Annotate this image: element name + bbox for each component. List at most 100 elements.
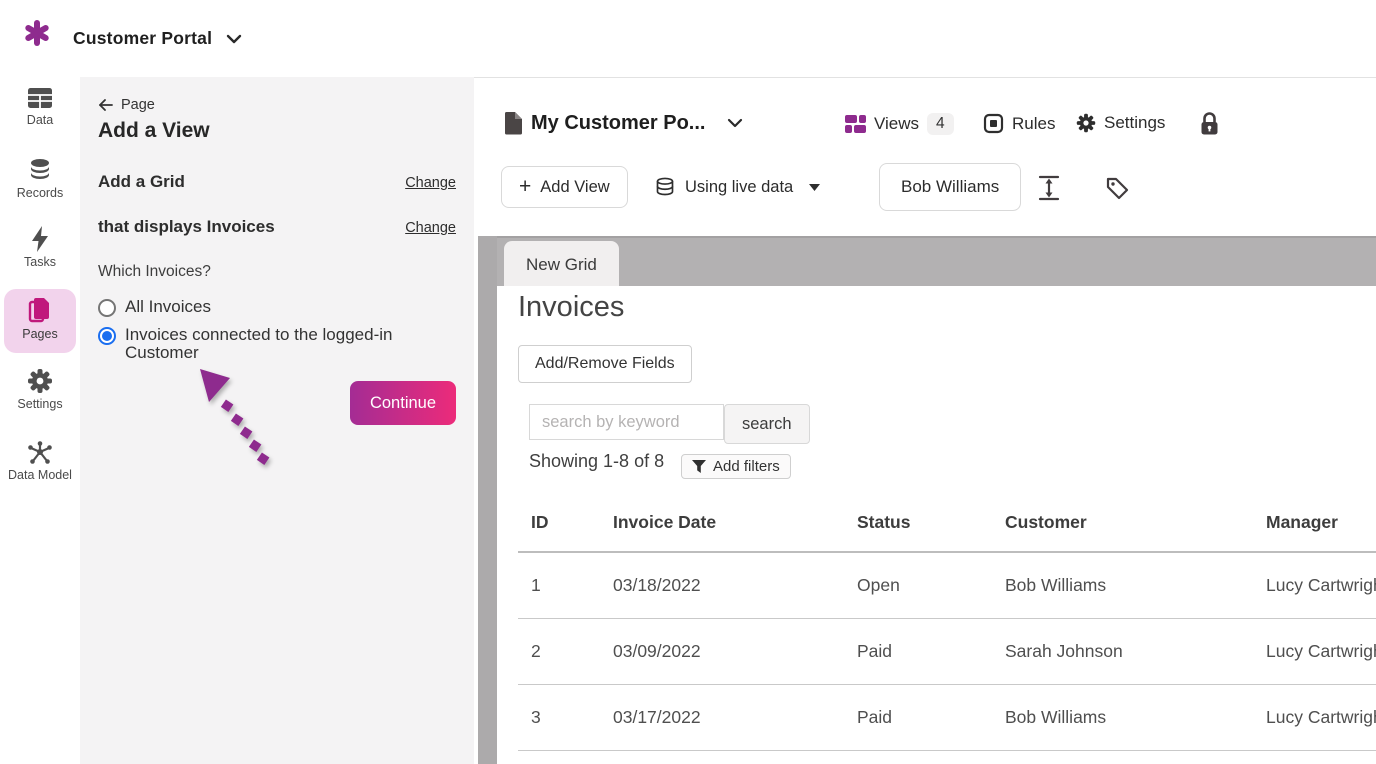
table-row[interactable]: 1 03/18/2022 Open Bob Williams Lucy Cart… xyxy=(518,552,1376,619)
live-data-label: Using live data xyxy=(685,177,794,196)
cell-invoice-date: 03/09/2022 xyxy=(600,618,844,685)
table-header-row: ID Invoice Date Status Customer Manager xyxy=(518,498,1376,553)
views-icon xyxy=(845,115,866,133)
cell-status: Paid xyxy=(844,618,992,685)
add-view-label: Add View xyxy=(540,177,610,196)
column-header-invoice-date[interactable]: Invoice Date xyxy=(600,498,844,553)
invoices-heading: Invoices xyxy=(518,291,625,323)
builder-page-title: My Customer Po... xyxy=(531,111,706,134)
search-button[interactable]: search xyxy=(724,404,810,444)
back-arrow-icon xyxy=(99,99,113,111)
radio-unselected[interactable] xyxy=(98,299,116,317)
cell-status: Open xyxy=(844,552,992,619)
new-grid-tab[interactable]: New Grid xyxy=(504,241,619,286)
back-label: Page xyxy=(121,97,155,113)
lightning-icon xyxy=(32,226,48,252)
showing-records-text: Showing 1-8 of 8 xyxy=(529,451,665,471)
live-data-dropdown[interactable]: Using live data xyxy=(655,166,821,208)
radio-selected[interactable] xyxy=(98,327,116,345)
cell-customer: Bob Williams xyxy=(992,684,1253,751)
add-remove-fields-button[interactable]: Add/Remove Fields xyxy=(518,345,692,383)
cell-status: Paid xyxy=(844,684,992,751)
cell-customer: Sarah Johnson xyxy=(992,618,1253,685)
add-view-button[interactable]: + Add View xyxy=(501,166,628,208)
invoices-table: ID Invoice Date Status Customer Manager … xyxy=(518,498,1376,751)
option-label: Invoices connected to the logged-in Cust… xyxy=(125,325,393,363)
sidebar-item-data[interactable]: Data xyxy=(0,86,80,127)
tab-views[interactable]: Views 4 xyxy=(845,113,954,135)
app-switcher-chevron-icon[interactable] xyxy=(226,34,242,44)
step-label: that displays Invoices xyxy=(98,217,275,236)
column-header-id[interactable]: ID xyxy=(518,498,600,553)
filter-funnel-icon xyxy=(692,460,706,473)
search-input[interactable] xyxy=(529,404,724,440)
add-filters-label: Add filters xyxy=(713,458,780,475)
table-icon xyxy=(28,88,52,108)
wizard-title: Add a View xyxy=(98,119,210,142)
rules-label: Rules xyxy=(1012,113,1056,133)
settings-label: Settings xyxy=(1104,113,1166,132)
change-grid-link[interactable]: Change xyxy=(405,175,456,191)
data-model-icon xyxy=(28,441,52,464)
column-header-manager[interactable]: Manager xyxy=(1253,498,1376,553)
column-header-status[interactable]: Status xyxy=(844,498,992,553)
page-title-chevron-icon[interactable] xyxy=(727,118,743,128)
annotation-arrow-icon xyxy=(200,369,270,465)
tab-settings[interactable]: Settings xyxy=(1076,113,1165,133)
settings-gear-icon xyxy=(1076,113,1096,133)
database-small-icon xyxy=(656,177,674,195)
wizard-step-source: that displays Invoices Change xyxy=(98,217,456,237)
sidebar-item-tasks[interactable]: Tasks xyxy=(0,226,80,269)
views-count-badge: 4 xyxy=(927,113,954,135)
add-view-wizard-panel: Page Add a View Add a Grid Change that d… xyxy=(80,77,474,764)
sidebar-item-settings[interactable]: Settings xyxy=(0,368,80,411)
lock-icon[interactable] xyxy=(1200,112,1219,136)
cell-id: 2 xyxy=(518,618,600,685)
change-source-link[interactable]: Change xyxy=(405,220,456,236)
gear-icon xyxy=(28,369,52,393)
pages-icon xyxy=(28,298,49,323)
column-header-customer[interactable]: Customer xyxy=(992,498,1253,553)
page-file-icon xyxy=(505,112,522,135)
radio-option-connected-invoices[interactable]: Invoices connected to the logged-in Cust… xyxy=(98,325,455,363)
database-icon xyxy=(31,159,49,179)
table-row[interactable]: 2 03/09/2022 Paid Sarah Johnson Lucy Car… xyxy=(518,618,1376,685)
tag-icon[interactable] xyxy=(1105,176,1130,201)
adjust-height-icon[interactable] xyxy=(1038,175,1060,201)
table-row[interactable]: 3 03/17/2022 Paid Bob Williams Lucy Cart… xyxy=(518,684,1376,751)
caret-down-icon xyxy=(809,183,821,191)
preview-user-button[interactable]: Bob Williams xyxy=(879,163,1022,211)
cell-customer: Bob Williams xyxy=(992,552,1253,619)
cell-manager: Lucy Cartwright xyxy=(1253,684,1376,751)
preview-top-band xyxy=(497,236,1376,286)
sidebar-item-pages[interactable]: Pages xyxy=(0,296,80,341)
cell-manager: Lucy Cartwright xyxy=(1253,552,1376,619)
continue-button[interactable]: Continue xyxy=(350,381,456,425)
sidebar-item-data-model[interactable]: Data Model xyxy=(0,441,80,482)
page-title-group[interactable]: My Customer Po... xyxy=(504,111,743,135)
back-to-page-link[interactable]: Page xyxy=(98,97,155,113)
option-label: All Invoices xyxy=(125,297,211,316)
knack-logo-icon xyxy=(25,20,49,46)
tab-rules[interactable]: Rules xyxy=(983,113,1055,134)
step-label: Add a Grid xyxy=(98,172,185,191)
which-invoices-question: Which Invoices? xyxy=(98,263,211,280)
preview-left-frame xyxy=(478,236,497,764)
views-label: Views xyxy=(874,114,920,133)
sidebar-item-records[interactable]: Records xyxy=(0,158,80,200)
radio-option-all-invoices[interactable]: All Invoices xyxy=(98,297,211,317)
cell-id: 1 xyxy=(518,552,600,619)
add-filters-button[interactable]: Add filters xyxy=(681,454,791,479)
cell-invoice-date: 03/17/2022 xyxy=(600,684,844,751)
cell-id: 3 xyxy=(518,684,600,751)
plus-icon: + xyxy=(519,175,532,198)
left-rail: Data Records Tasks Pages xyxy=(0,77,80,764)
wizard-step-grid: Add a Grid Change xyxy=(98,172,456,192)
preview-content: Invoices Add/Remove Fields search Showin… xyxy=(497,286,1376,764)
cell-manager: Lucy Cartwright xyxy=(1253,618,1376,685)
top-bar: Customer Portal xyxy=(0,0,1376,77)
cell-invoice-date: 03/18/2022 xyxy=(600,552,844,619)
rules-chip-icon xyxy=(983,113,1004,134)
header-divider xyxy=(474,77,1376,78)
